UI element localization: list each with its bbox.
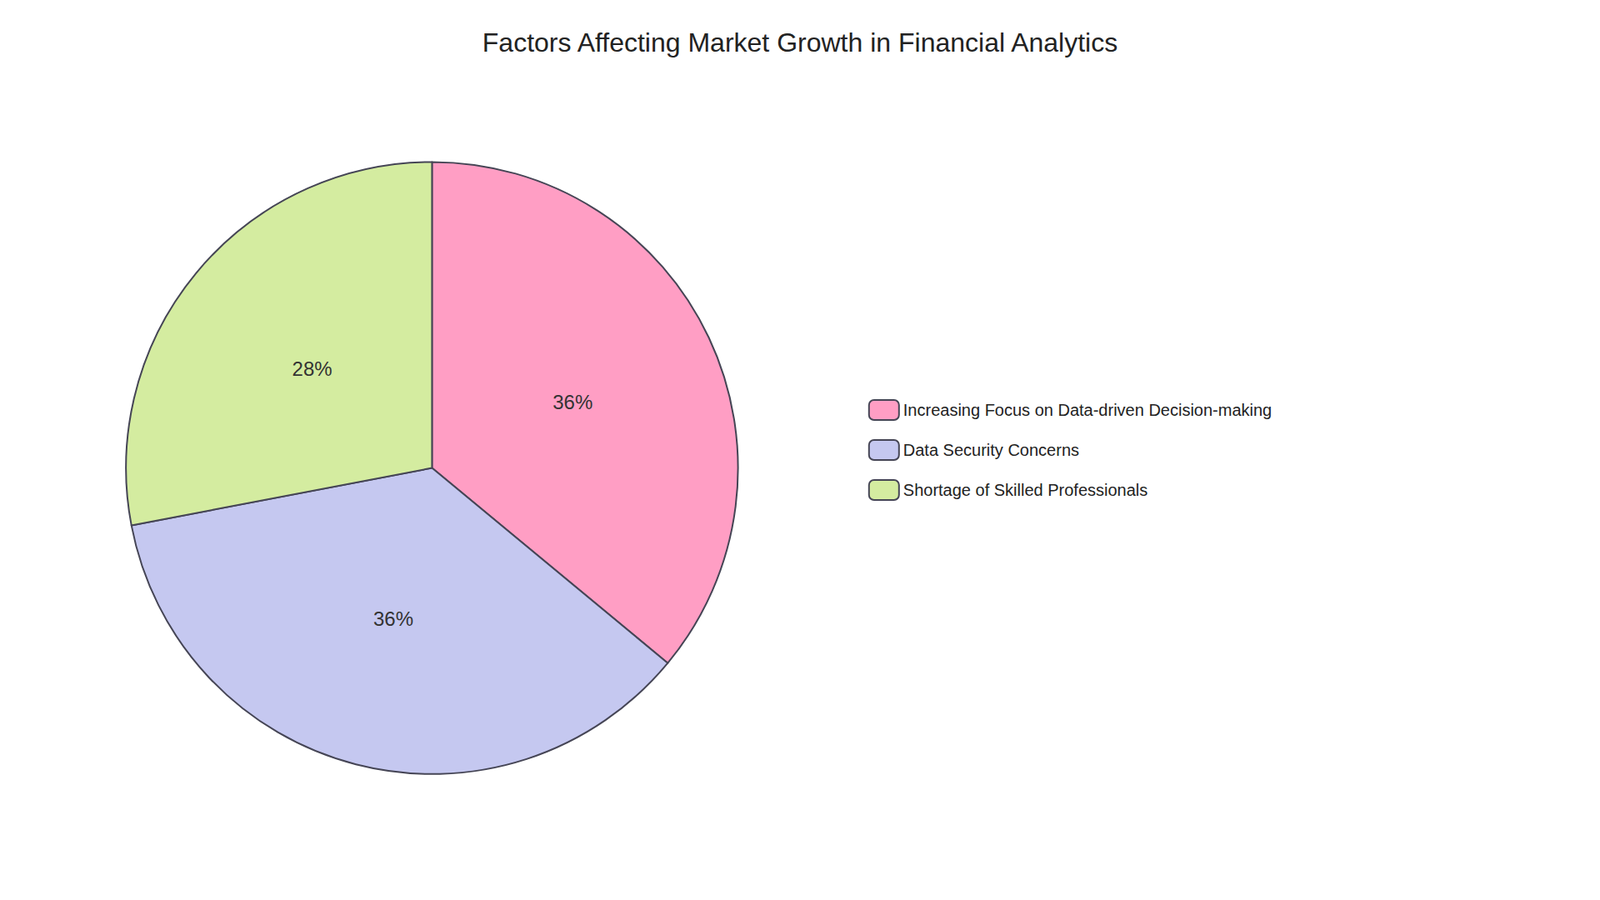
svg-text:Shortage of Skilled Profession: Shortage of Skilled Professionals: [903, 480, 1149, 500]
svg-text:Increasing Focus on Data-drive: Increasing Focus on Data-driven Decision…: [903, 400, 1272, 420]
svg-text:36%: 36%: [373, 607, 414, 630]
svg-text:Factors Affecting Market Growt: Factors Affecting Market Growth in Finan…: [482, 27, 1118, 58]
svg-text:36%: 36%: [552, 390, 593, 414]
svg-text:Data Security Concerns: Data Security Concerns: [903, 440, 1080, 460]
svg-text:28%: 28%: [292, 357, 333, 380]
